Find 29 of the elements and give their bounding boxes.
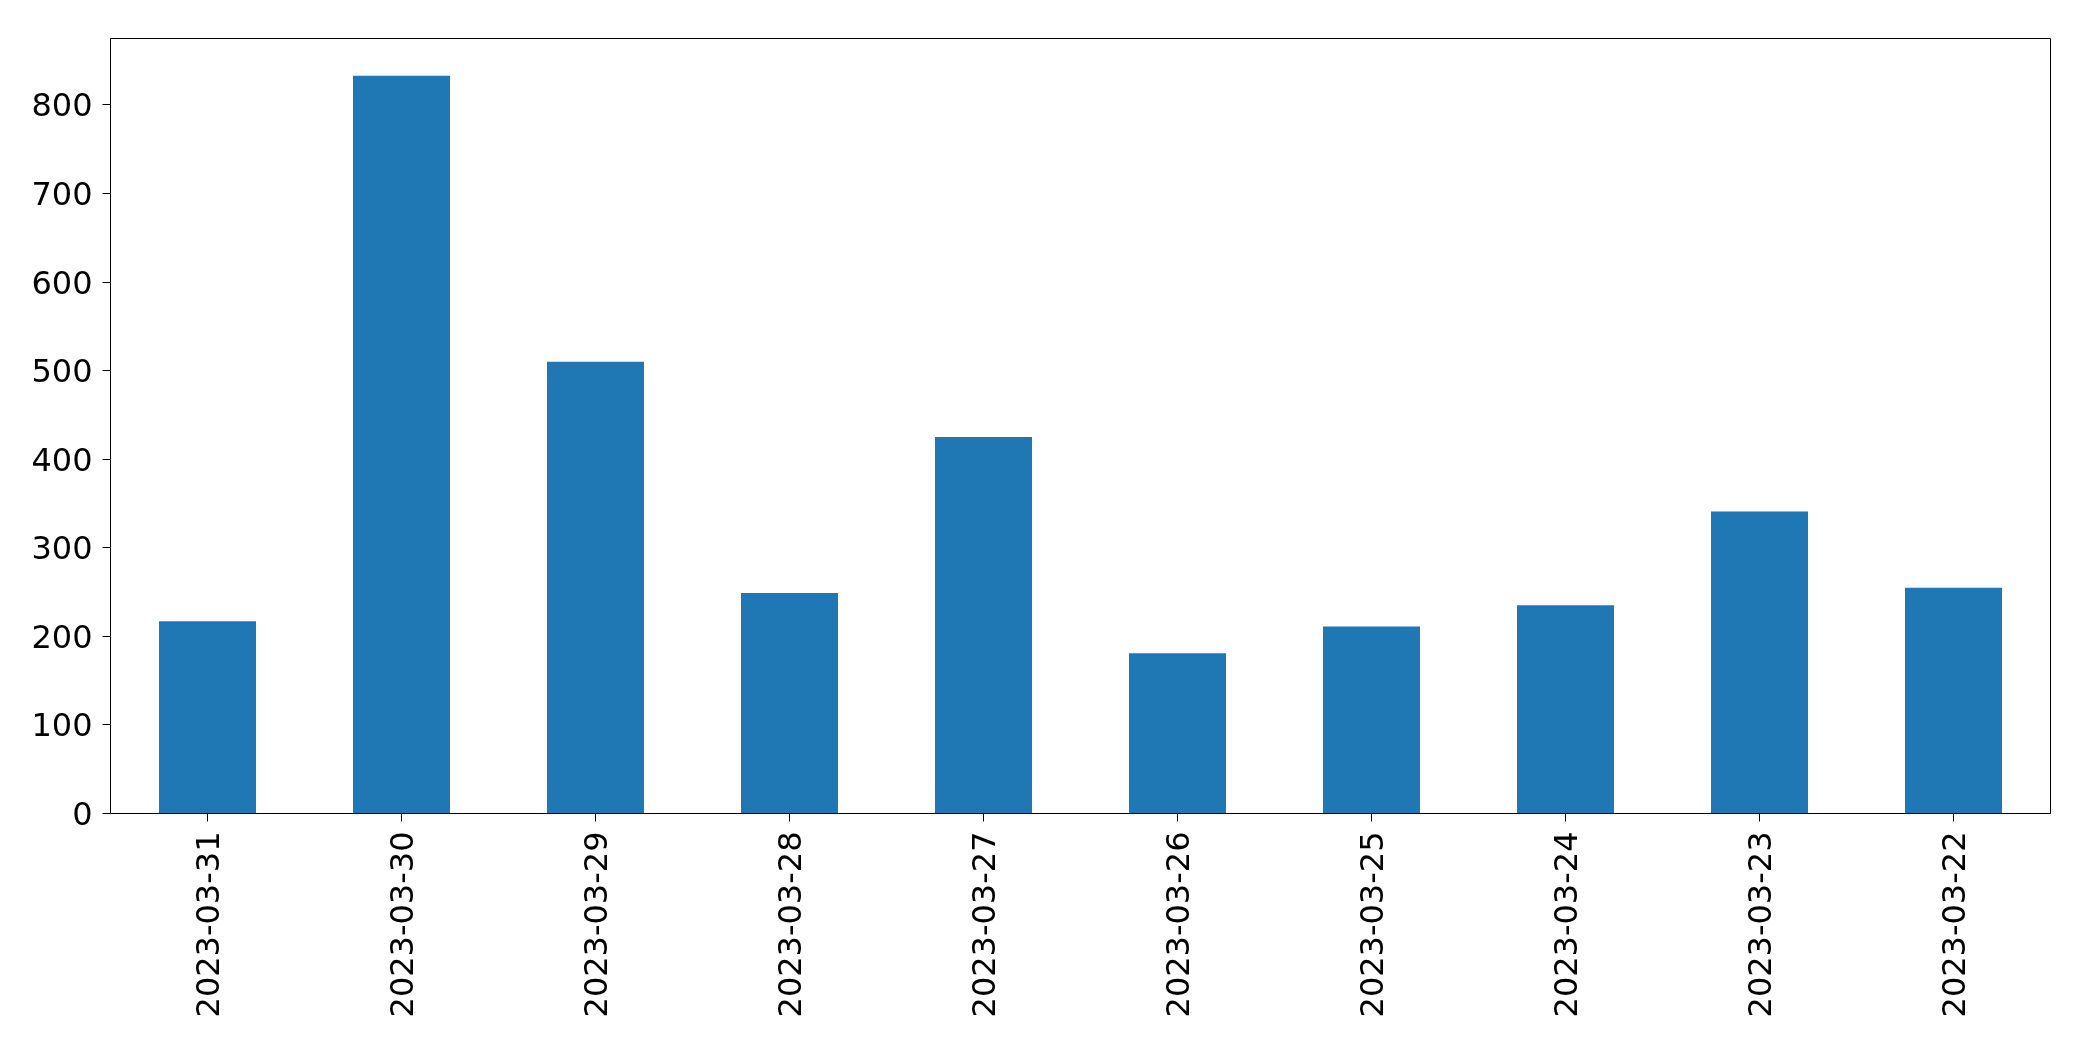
x-tick-label: 2023-03-22 bbox=[1935, 831, 1973, 1018]
x-tick-label: 2023-03-24 bbox=[1547, 831, 1585, 1018]
y-tick-label: 200 bbox=[31, 617, 93, 656]
y-tick-label: 300 bbox=[31, 529, 93, 568]
x-tick-label: 2023-03-25 bbox=[1353, 831, 1391, 1018]
y-tick-label: 0 bbox=[72, 795, 93, 833]
y-tick-label: 500 bbox=[31, 352, 93, 391]
bar bbox=[547, 361, 644, 814]
x-tick-label: 2023-03-30 bbox=[383, 831, 421, 1018]
bar bbox=[159, 621, 256, 814]
bar bbox=[353, 75, 450, 814]
y-tick-label: 400 bbox=[31, 440, 93, 479]
y-tick-label: 600 bbox=[31, 263, 93, 302]
bar bbox=[1517, 605, 1614, 814]
bar bbox=[741, 592, 838, 814]
bar bbox=[935, 437, 1032, 814]
y-tick-label: 100 bbox=[31, 706, 93, 745]
bar bbox=[1711, 511, 1808, 814]
x-tick-label: 2023-03-23 bbox=[1741, 831, 1779, 1018]
bar bbox=[1323, 626, 1420, 814]
x-tick-label: 2023-03-29 bbox=[577, 831, 615, 1018]
y-tick-label: 800 bbox=[31, 86, 93, 125]
x-tick-label: 2023-03-26 bbox=[1159, 831, 1197, 1018]
x-tick-label: 2023-03-28 bbox=[771, 831, 809, 1018]
x-tick-label: 2023-03-31 bbox=[189, 831, 227, 1018]
bar bbox=[1905, 587, 2002, 814]
x-tick-label: 2023-03-27 bbox=[965, 831, 1003, 1018]
y-tick-label: 700 bbox=[31, 175, 93, 213]
bar bbox=[1129, 653, 1226, 814]
